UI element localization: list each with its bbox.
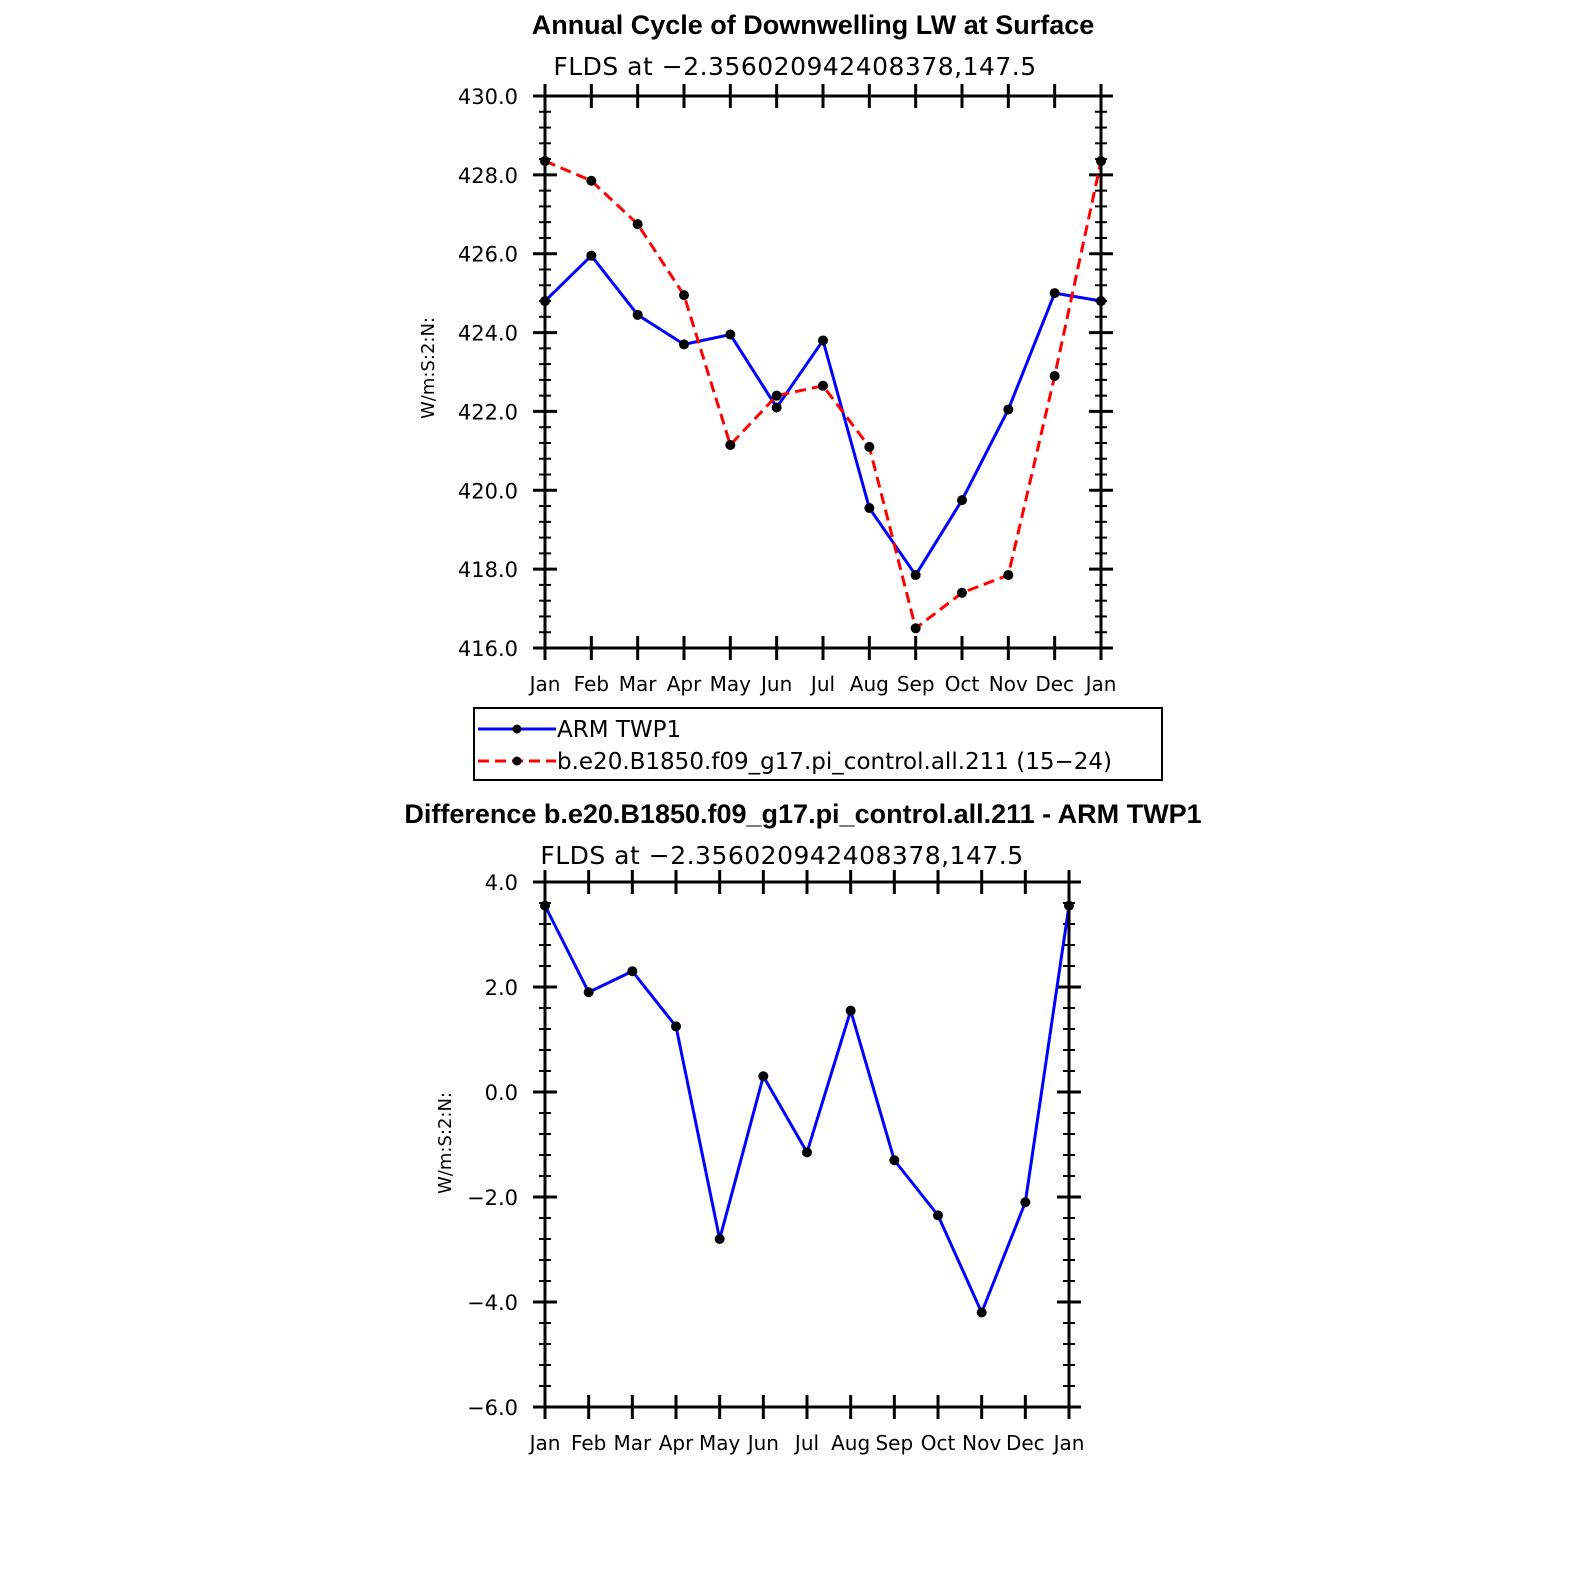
top-x-tick-label: Mar <box>619 672 658 696</box>
top-chart-subtitle: FLDS at −2.356020942408378,147.5 <box>553 52 1036 81</box>
top-x-tick-label: Apr <box>667 672 702 696</box>
top-x-tick-label: Jan <box>528 672 561 696</box>
top-series-0-point <box>1049 288 1060 299</box>
legend-label-model: b.e20.B1850.f09_g17.pi_control.all.211 (… <box>557 749 1112 775</box>
top-series-0-point <box>910 570 921 581</box>
bottom-series-0-point <box>671 1021 681 1032</box>
top-x-tick-label: Oct <box>945 672 980 696</box>
top-chart: Annual Cycle of Downwelling LW at Surfac… <box>418 10 1116 696</box>
top-y-tick-label: 422.0 <box>458 400 518 424</box>
top-chart-y-axis-label: W/m:S:2:N: <box>418 317 439 419</box>
bottom-x-tick-label: May <box>699 1431 741 1455</box>
top-series-0-point <box>632 309 643 320</box>
legend-label-arm-twp1: ARM TWP1 <box>557 717 681 743</box>
top-x-tick-label: Feb <box>574 672 609 696</box>
top-series-1-point <box>910 623 921 634</box>
top-series-0-point <box>771 402 782 413</box>
top-y-tick-label: 420.0 <box>458 479 518 503</box>
bottom-chart-title: Difference b.e20.B1850.f09_g17.pi_contro… <box>404 799 1201 829</box>
top-x-tick-label: Sep <box>897 672 935 696</box>
top-series-0-point <box>864 503 875 514</box>
top-y-tick-label: 430.0 <box>458 85 518 109</box>
bottom-series-0-point <box>976 1307 987 1318</box>
bottom-chart-ticks: −6.0 −4.0 −2.0 0.0 2.0 4.0 Jan Feb Mar Apr May Jun J… <box>467 870 1084 1455</box>
bottom-x-tick-label: Jan <box>1052 1431 1085 1455</box>
top-series-1-point <box>586 175 597 186</box>
bottom-y-tick-label: −2.0 <box>467 1186 518 1210</box>
bottom-chart-series <box>540 900 1074 1318</box>
top-series-1-point <box>864 441 875 452</box>
top-x-tick-label: Aug <box>850 672 889 696</box>
bottom-chart-plot-frame <box>543 880 1071 1409</box>
top-x-tick-label: Jan <box>1084 672 1117 696</box>
top-series-0-point <box>586 250 597 261</box>
top-series-0-point <box>1003 404 1014 415</box>
bottom-x-tick-label: Jul <box>793 1431 819 1455</box>
bottom-series-0-point <box>583 987 594 998</box>
bottom-x-tick-label: Aug <box>831 1431 870 1455</box>
top-series-1-point <box>771 390 782 401</box>
bottom-x-tick-label: Apr <box>659 1431 694 1455</box>
top-chart-plot-frame <box>543 94 1103 650</box>
bottom-y-tick-label: 2.0 <box>485 976 518 1000</box>
bottom-series-0-point <box>1020 1197 1031 1208</box>
top-y-tick-label: 416.0 <box>458 637 518 661</box>
bottom-x-tick-label: Jun <box>746 1431 779 1455</box>
top-chart-title: Annual Cycle of Downwelling LW at Surfac… <box>532 10 1095 40</box>
top-y-tick-label: 428.0 <box>458 164 518 188</box>
bottom-series-0-point <box>714 1234 725 1244</box>
bottom-y-tick-label: −6.0 <box>467 1396 518 1420</box>
legend-marker-model <box>512 756 522 766</box>
top-series-1-point <box>725 439 736 450</box>
bottom-y-tick-label: 0.0 <box>485 1081 518 1105</box>
top-series-0-point <box>679 339 689 350</box>
bottom-x-tick-label: Oct <box>921 1431 956 1455</box>
bottom-series-0-point <box>889 1155 900 1166</box>
top-series-1-point <box>818 380 828 391</box>
top-series-1-point <box>1049 370 1060 381</box>
bottom-chart-y-axis-label: W/m:S:2:N: <box>435 1092 456 1194</box>
top-x-tick-label: Nov <box>989 672 1028 696</box>
bottom-y-tick-label: −4.0 <box>467 1291 518 1315</box>
top-series-1-point <box>632 219 643 230</box>
bottom-chart-subtitle: FLDS at −2.356020942408378,147.5 <box>540 841 1023 870</box>
top-x-tick-label: Jun <box>759 672 792 696</box>
bottom-series-0-point <box>933 1210 943 1221</box>
legend-marker-arm-twp1 <box>512 724 522 734</box>
bottom-x-tick-label: Sep <box>875 1431 913 1455</box>
bottom-x-tick-label: Mar <box>613 1431 652 1455</box>
top-series-0-line <box>543 254 1102 577</box>
top-series-1-point <box>1003 570 1014 581</box>
bottom-series-0-point <box>802 1147 812 1158</box>
top-series-1-point <box>957 587 967 598</box>
bottom-series-0-line <box>543 904 1071 1314</box>
top-series-1-line <box>544 159 1103 630</box>
bottom-y-tick-label: 4.0 <box>485 871 518 895</box>
bottom-series-0-point <box>758 1071 769 1082</box>
top-series-1-point <box>679 290 689 301</box>
bottom-x-tick-label: Feb <box>571 1431 606 1455</box>
legend-box <box>473 707 1163 781</box>
top-series-0-point <box>818 335 828 346</box>
bottom-x-tick-label: Dec <box>1006 1431 1045 1455</box>
top-series-0-point <box>725 329 736 340</box>
bottom-chart: Difference b.e20.B1850.f09_g17.pi_contro… <box>404 799 1201 1455</box>
top-x-tick-label: Jul <box>809 672 835 696</box>
top-chart-ticks: 416.0 418.0 420.0 422.0 424.0 426.0 428.0 430.0… <box>458 84 1117 696</box>
bottom-series-0-point <box>845 1005 856 1016</box>
bottom-x-tick-label: Nov <box>962 1431 1001 1455</box>
bottom-series-0-point <box>627 966 638 977</box>
top-y-tick-label: 418.0 <box>458 558 518 582</box>
bottom-x-tick-label: Jan <box>528 1431 561 1455</box>
top-y-tick-label: 424.0 <box>458 322 518 346</box>
top-series-0-point <box>957 495 967 506</box>
top-y-tick-label: 426.0 <box>458 243 518 267</box>
top-x-tick-label: Dec <box>1035 672 1074 696</box>
top-x-tick-label: May <box>710 672 752 696</box>
top-chart-series <box>540 156 1106 634</box>
legend: ARM TWP1 b.e20.B1850.f09_g17.pi_control.… <box>473 707 1163 781</box>
